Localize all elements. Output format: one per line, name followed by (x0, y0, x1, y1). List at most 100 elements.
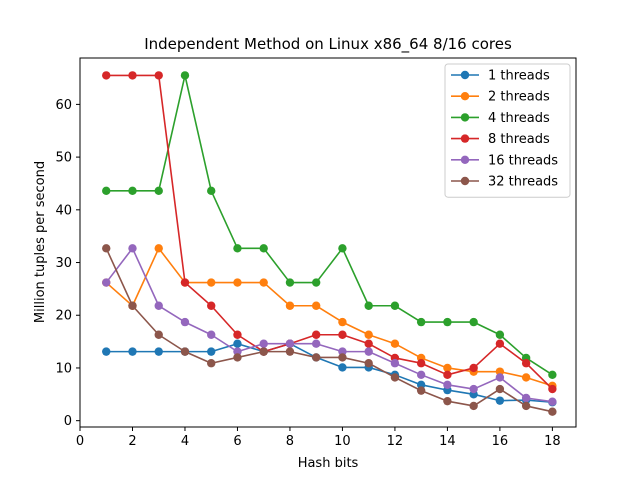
data-point (207, 278, 216, 287)
data-point (128, 71, 137, 80)
data-point (285, 301, 295, 310)
data-point (102, 71, 111, 80)
series-line (106, 74, 553, 376)
data-point (154, 244, 163, 253)
data-point (443, 396, 452, 406)
data-point (390, 301, 400, 310)
data-point (521, 359, 531, 368)
x-tick-label: 14 (439, 434, 456, 449)
legend-marker (460, 113, 470, 122)
data-point (180, 317, 190, 327)
data-point (233, 339, 242, 348)
data-point (259, 278, 268, 287)
data-point (338, 244, 347, 253)
data-point (364, 330, 373, 339)
data-point (102, 244, 111, 253)
data-point (102, 186, 111, 196)
legend-marker (460, 134, 470, 143)
y-tick-label: 20 (55, 309, 72, 324)
data-point (207, 186, 216, 196)
data-point (495, 367, 505, 376)
y-tick-label: 50 (55, 151, 72, 166)
data-point (311, 339, 321, 348)
data-point (416, 370, 426, 380)
legend: 1 threads 2 threads 4 threads 8 threads 16 t… (444, 63, 571, 198)
data-point (338, 353, 347, 362)
x-tick-label: 12 (387, 434, 404, 449)
data-point (180, 278, 190, 287)
series-line (106, 74, 553, 390)
legend-entry: 32 threads (451, 175, 558, 190)
data-point (311, 301, 321, 310)
plot-area (102, 71, 557, 416)
data-point (443, 380, 452, 390)
data-point (495, 339, 505, 348)
data-point (285, 347, 295, 356)
series-1 (102, 339, 557, 407)
data-point (416, 386, 426, 395)
data-point (469, 317, 478, 327)
data-point (338, 347, 347, 356)
data-point (233, 330, 242, 339)
data-point (154, 71, 163, 80)
data-point (154, 301, 163, 310)
data-point (338, 363, 347, 372)
data-point (233, 278, 242, 287)
data-point (443, 370, 452, 380)
data-point (128, 186, 137, 196)
axes-frame (79, 57, 577, 428)
data-point (521, 401, 531, 411)
legend-entry: 8 threads (451, 132, 550, 147)
axes: 0 2 4 6 8 10 12 14 16 18 0 10 20 30 40 50 60 (55, 57, 577, 449)
x-tick-label: 16 (492, 434, 509, 449)
series-line (105, 247, 553, 387)
data-point (364, 359, 373, 368)
legend-label: 2 threads (488, 90, 550, 105)
series-line (105, 247, 553, 413)
data-point (364, 339, 373, 348)
data-point (285, 278, 295, 287)
x-tick-label: 4 (181, 434, 189, 449)
data-point (495, 373, 505, 382)
data-point (548, 370, 557, 380)
x-tick-label: 0 (76, 434, 84, 449)
data-point (469, 363, 478, 373)
data-point (128, 301, 137, 310)
data-point (154, 186, 163, 196)
data-point (102, 347, 111, 356)
data-point (495, 384, 505, 394)
data-point (443, 363, 452, 373)
x-tick-label: 8 (286, 434, 294, 449)
legend-marker (460, 155, 470, 164)
data-point (521, 393, 531, 403)
x-tick-label: 2 (128, 434, 136, 449)
legend-entry: 4 threads (451, 111, 550, 126)
legend-label: 16 threads (488, 153, 558, 168)
series-line (105, 247, 553, 403)
legend-box (444, 63, 571, 198)
data-point (416, 359, 426, 368)
legend-entry: 16 threads (451, 153, 558, 168)
data-point (338, 317, 347, 327)
series-5 (102, 244, 557, 406)
y-tick-label: 60 (55, 98, 72, 113)
data-point (548, 384, 557, 394)
legend-marker (460, 92, 470, 101)
data-point (207, 347, 216, 356)
data-point (259, 347, 268, 356)
x-tick-label: 10 (334, 434, 351, 449)
x-tick-label: 6 (233, 434, 241, 449)
data-point (259, 339, 268, 348)
legend-marker (460, 70, 470, 80)
data-point (311, 278, 321, 287)
data-point (154, 330, 163, 339)
data-point (390, 359, 400, 368)
y-tick-label: 30 (55, 256, 72, 271)
data-point (364, 347, 373, 356)
x-tick-label: 18 (544, 434, 561, 449)
data-point (233, 244, 242, 253)
data-point (390, 339, 400, 348)
data-point (469, 384, 478, 394)
data-point (180, 71, 190, 80)
